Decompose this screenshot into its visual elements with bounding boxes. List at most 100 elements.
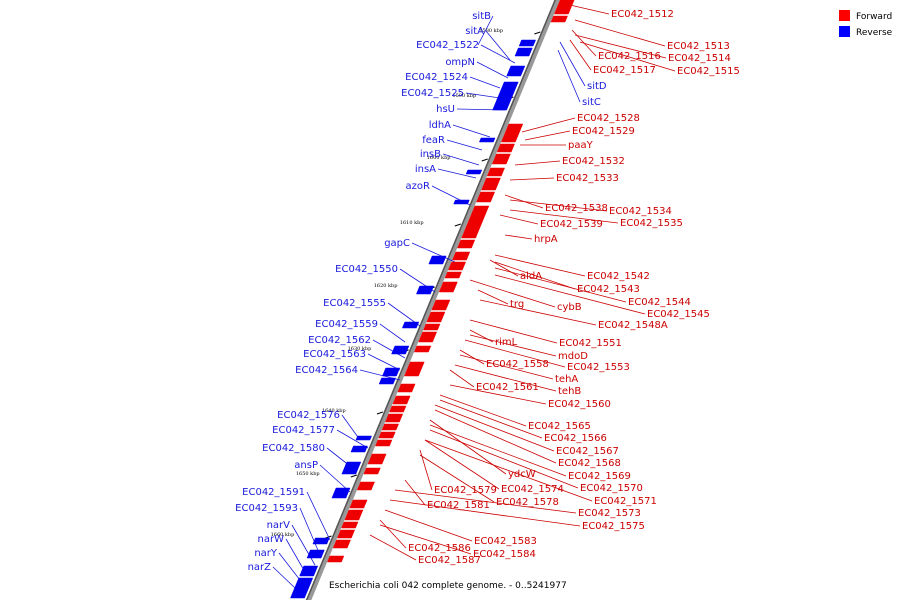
reverse-gene-block[interactable] bbox=[478, 137, 496, 143]
forward-gene-block[interactable] bbox=[500, 123, 524, 143]
gene-label[interactable]: EC042_1568 bbox=[558, 458, 621, 469]
gene-label[interactable]: ldhA bbox=[429, 120, 451, 131]
gene-label[interactable]: EC042_1514 bbox=[668, 53, 731, 64]
forward-gene-block[interactable] bbox=[389, 405, 407, 413]
gene-label[interactable]: hrpA bbox=[534, 234, 558, 245]
forward-gene-block[interactable] bbox=[452, 251, 471, 261]
forward-gene-block[interactable] bbox=[381, 423, 399, 431]
gene-label[interactable]: EC042_1562 bbox=[308, 335, 371, 346]
gene-label[interactable]: trg bbox=[510, 299, 524, 310]
forward-gene-block[interactable] bbox=[553, 0, 575, 15]
gene-label[interactable]: sitD bbox=[587, 81, 607, 92]
gene-label[interactable]: EC042_1561 bbox=[476, 382, 539, 393]
gene-label[interactable]: sitA bbox=[465, 26, 484, 37]
forward-gene-block[interactable] bbox=[418, 331, 438, 343]
gene-label[interactable]: EC042_1563 bbox=[303, 349, 366, 360]
gene-label[interactable]: rimL bbox=[495, 337, 518, 348]
gene-label[interactable]: EC042_1559 bbox=[315, 319, 378, 330]
gene-label[interactable]: paaY bbox=[568, 140, 594, 151]
gene-label[interactable]: EC042_1528 bbox=[577, 113, 640, 124]
gene-label[interactable]: EC042_1534 bbox=[609, 206, 672, 217]
gene-label[interactable]: EC042_1560 bbox=[548, 399, 611, 410]
forward-gene-block[interactable] bbox=[426, 311, 446, 323]
forward-gene-block[interactable] bbox=[378, 431, 396, 439]
reverse-gene-block[interactable] bbox=[506, 65, 526, 77]
forward-gene-block[interactable] bbox=[550, 15, 568, 23]
gene-label[interactable]: mdoD bbox=[558, 351, 588, 362]
gene-label[interactable]: EC042_1566 bbox=[544, 433, 607, 444]
gene-label[interactable]: EC042_1542 bbox=[587, 271, 650, 282]
gene-label[interactable]: narV bbox=[267, 520, 291, 531]
reverse-gene-block[interactable] bbox=[341, 461, 362, 475]
gene-label[interactable]: hsU bbox=[436, 104, 455, 115]
gene-label[interactable]: EC042_1580 bbox=[262, 443, 325, 454]
gene-label[interactable]: EC042_1545 bbox=[647, 309, 710, 320]
gene-label[interactable]: EC042_1543 bbox=[577, 284, 640, 295]
forward-gene-block[interactable] bbox=[491, 153, 511, 165]
reverse-gene-block[interactable] bbox=[428, 255, 447, 265]
forward-gene-block[interactable] bbox=[438, 281, 458, 293]
reverse-gene-block[interactable] bbox=[514, 47, 533, 57]
reverse-gene-block[interactable] bbox=[465, 169, 483, 175]
gene-label[interactable]: EC042_1529 bbox=[572, 126, 635, 137]
gene-label[interactable]: EC042_1587 bbox=[418, 555, 481, 566]
forward-gene-block[interactable] bbox=[476, 191, 496, 203]
gene-label[interactable]: EC042_1591 bbox=[242, 487, 305, 498]
gene-label[interactable]: EC042_1516 bbox=[598, 51, 661, 62]
gene-label[interactable]: EC042_1586 bbox=[408, 543, 471, 554]
reverse-gene-block[interactable] bbox=[391, 345, 410, 355]
forward-gene-block[interactable] bbox=[327, 555, 345, 563]
gene-label[interactable]: ansP bbox=[294, 460, 318, 471]
gene-label[interactable]: EC042_1553 bbox=[567, 362, 630, 373]
forward-gene-block[interactable] bbox=[397, 383, 416, 393]
gene-label[interactable]: ompN bbox=[445, 57, 475, 68]
reverse-gene-block[interactable] bbox=[492, 103, 510, 111]
gene-label[interactable]: EC042_1576 bbox=[277, 410, 340, 421]
gene-label[interactable]: EC042_1583 bbox=[474, 536, 537, 547]
forward-gene-block[interactable] bbox=[392, 395, 411, 405]
gene-label[interactable]: EC042_1538 bbox=[545, 203, 608, 214]
forward-gene-block[interactable] bbox=[423, 323, 441, 331]
reverse-gene-block[interactable] bbox=[382, 367, 401, 377]
gene-label[interactable]: sitC bbox=[582, 97, 601, 108]
gene-label[interactable]: EC042_1567 bbox=[556, 446, 619, 457]
reverse-gene-block[interactable] bbox=[290, 577, 314, 599]
gene-label[interactable]: insB bbox=[420, 149, 441, 160]
forward-gene-block[interactable] bbox=[471, 205, 490, 215]
gene-label[interactable]: EC042_1550 bbox=[335, 264, 398, 275]
gene-label[interactable]: EC042_1565 bbox=[528, 421, 591, 432]
gene-label[interactable]: EC042_1581 bbox=[427, 500, 490, 511]
gene-label[interactable]: aldA bbox=[520, 271, 542, 282]
forward-gene-block[interactable] bbox=[356, 481, 375, 491]
reverse-gene-block[interactable] bbox=[312, 537, 330, 545]
gene-label[interactable]: sitB bbox=[472, 11, 491, 22]
gene-label[interactable]: ydcW bbox=[508, 469, 536, 480]
forward-gene-block[interactable] bbox=[336, 529, 356, 539]
gene-label[interactable]: EC042_1575 bbox=[582, 521, 645, 532]
gene-label[interactable]: EC042_1571 bbox=[594, 496, 657, 507]
gene-label[interactable]: azoR bbox=[406, 181, 430, 192]
reverse-gene-block[interactable] bbox=[331, 487, 351, 499]
gene-label[interactable]: EC042_1564 bbox=[295, 365, 358, 376]
gene-label[interactable]: narZ bbox=[248, 562, 272, 573]
gene-label[interactable]: insA bbox=[415, 164, 436, 175]
forward-gene-block[interactable] bbox=[363, 467, 381, 475]
gene-label[interactable]: EC042_1544 bbox=[628, 297, 691, 308]
reverse-gene-block[interactable] bbox=[518, 39, 536, 47]
forward-gene-block[interactable] bbox=[332, 539, 351, 549]
reverse-gene-block[interactable] bbox=[355, 435, 372, 441]
gene-label[interactable]: EC042_1532 bbox=[562, 156, 625, 167]
gene-label[interactable]: EC042_1533 bbox=[556, 173, 619, 184]
reverse-gene-block[interactable] bbox=[299, 565, 319, 577]
forward-gene-block[interactable] bbox=[367, 453, 387, 465]
gene-label[interactable]: feaR bbox=[422, 135, 445, 146]
reverse-gene-block[interactable] bbox=[306, 549, 325, 559]
gene-label[interactable]: EC042_1593 bbox=[235, 503, 298, 514]
forward-gene-block[interactable] bbox=[344, 509, 364, 521]
gene-label[interactable]: EC042_1513 bbox=[667, 41, 730, 52]
gene-label[interactable]: EC042_1558 bbox=[486, 359, 549, 370]
forward-gene-block[interactable] bbox=[481, 177, 501, 191]
gene-label[interactable]: EC042_1535 bbox=[620, 218, 683, 229]
forward-gene-block[interactable] bbox=[349, 499, 368, 509]
forward-gene-block[interactable] bbox=[414, 345, 432, 353]
